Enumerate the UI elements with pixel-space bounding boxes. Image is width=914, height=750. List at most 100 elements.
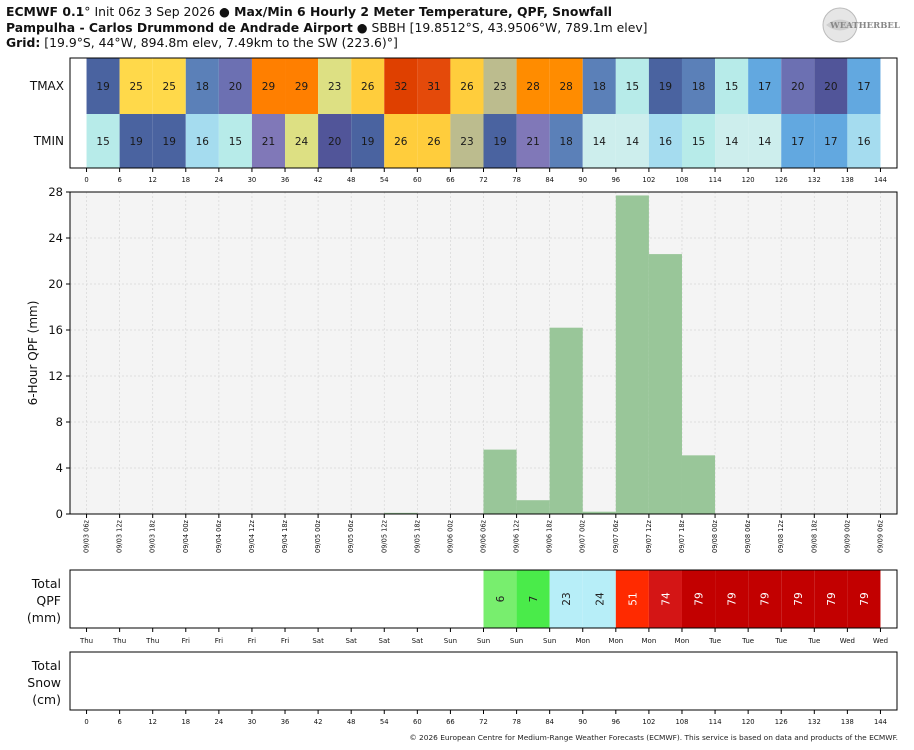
header-line-1: ECMWF 0.1° Init 06z 3 Sep 2026 ● Max/Min… [6,4,648,20]
hour-tick-label: 120 [742,176,755,184]
bullet: ● [218,4,230,19]
date-tick-label: 09/04 06z [215,519,223,552]
copyright-footer: © 2026 European Centre for Medium-Range … [409,733,898,742]
day-tick-label: Fri [248,637,256,645]
date-tick-label: 09/07 00z [579,519,587,552]
snow-hour-tick-label: 108 [675,718,688,726]
tmin-value: 26 [427,136,441,148]
total-snow-panel [69,651,898,711]
tmin-value: 24 [295,136,309,148]
date-tick-label: 09/09 06z [876,519,884,552]
chart-header: ECMWF 0.1° Init 06z 3 Sep 2026 ● Max/Min… [6,4,648,51]
tmin-cell [384,114,418,168]
date-tick-label: 09/03 12z [116,519,124,552]
init-time: Init 06z 3 Sep 2026 [90,4,219,19]
tmin-cell [152,114,186,168]
total-snow-label: Snow [27,675,61,690]
tmin-value: 20 [328,136,341,148]
tmin-value: 19 [129,136,142,148]
date-tick-label: 09/08 06z [744,519,752,552]
snow-hour-tick-label: 24 [215,718,224,726]
date-tick-label: 09/07 18z [678,519,686,552]
tmax-cell [185,58,219,114]
day-tick-label: Sat [312,637,324,645]
qpf-y-tick-label: 12 [48,369,63,383]
qpf-y-tick-label: 16 [48,323,63,337]
qpf-bar [648,254,682,514]
tmax-cell [417,58,451,114]
snow-hour-tick-label: 66 [446,718,455,726]
day-tick-label: Thu [112,637,126,645]
tmin-value: 18 [560,136,573,148]
tmax-value: 20 [824,81,837,93]
qpf-bar [516,500,550,514]
day-tick-label: Sat [345,637,357,645]
day-tick-label: Wed [873,637,888,645]
tmax-cell [847,58,881,114]
tmin-value: 23 [460,136,473,148]
hour-tick-label: 66 [446,176,455,184]
day-tick-label: Mon [575,637,590,645]
total-qpf-cell [615,570,649,628]
tmin-cell [318,114,352,168]
tmax-cell [582,58,616,114]
tmin-value: 21 [526,136,539,148]
tmax-cell [516,58,550,114]
snow-hour-tick-label: 144 [874,718,887,726]
day-tick-label: Mon [642,637,657,645]
station-name: Pampulha - Carlos Drummond de Andrade Ai… [6,19,353,35]
tmax-value: 19 [659,81,672,93]
total-qpf-value: 23 [561,592,573,605]
total-qpf-label: Total [31,576,61,591]
total-qpf-value: 51 [627,592,639,605]
tmin-cell [483,114,517,168]
tmax-cell [549,58,583,114]
qpf-y-tick-label: 28 [48,185,63,199]
header-line-3: Grid: [19.9°S, 44°W, 894.8m elev, 7.49km… [6,35,648,51]
tmax-value: 31 [427,81,440,93]
date-tick-label: 09/04 12z [248,519,256,552]
tmax-cell [814,58,848,114]
date-tick-label: 09/06 18z [546,519,554,552]
tmax-value: 26 [460,81,474,93]
tmin-value: 14 [758,136,772,148]
date-tick-label: 09/06 00z [446,519,454,552]
snow-hour-tick-label: 42 [314,718,323,726]
total-qpf-value: 74 [660,592,672,606]
tmax-value: 23 [493,81,506,93]
hour-tick-label: 30 [248,176,257,184]
total-qpf-cell [681,570,716,628]
tmin-value: 15 [692,136,705,148]
hour-tick-label: 126 [775,176,788,184]
day-tick-label: Sat [379,637,391,645]
tmax-cell [119,58,153,114]
day-tick-label: Fri [182,637,190,645]
tmin-value: 15 [229,136,242,148]
snow-hour-tick-label: 72 [479,718,488,726]
total-qpf-value: 79 [760,592,772,605]
date-tick-label: 09/05 18z [413,519,421,552]
degree-mark: ° [84,4,91,19]
date-tick-label: 09/09 00z [843,519,851,552]
tmin-value: 15 [96,136,109,148]
date-tick-label: 09/08 18z [810,519,818,552]
qpf-bar [615,195,649,514]
tmin-cell [549,114,583,168]
qpf-y-tick-label: 4 [56,461,63,475]
day-tick-label: Sun [477,637,490,645]
snow-hour-tick-label: 18 [181,718,190,726]
total-qpf-value: 79 [793,592,805,605]
tmax-value: 26 [361,81,375,93]
total-qpf-value: 24 [594,592,606,606]
day-tick-label: Sun [444,637,457,645]
hour-tick-label: 144 [874,176,887,184]
day-tick-label: Tue [807,637,820,645]
total-qpf-label: QPF [36,593,61,608]
tmin-cell [351,114,385,168]
hour-tick-label: 114 [709,176,722,184]
tmax-cell [450,58,484,114]
tmin-cell [251,114,286,168]
hour-tick-label: 36 [281,176,290,184]
tmax-cell [715,58,749,114]
